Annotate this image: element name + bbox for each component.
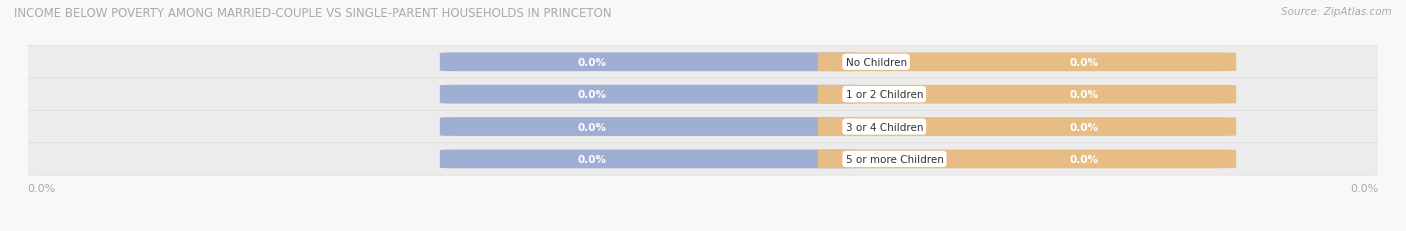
FancyBboxPatch shape xyxy=(440,118,858,136)
Text: 0.0%: 0.0% xyxy=(578,122,607,132)
Text: No Children: No Children xyxy=(845,58,907,67)
Text: 0.0%: 0.0% xyxy=(1069,122,1098,132)
FancyBboxPatch shape xyxy=(818,53,1236,72)
Text: 0.0%: 0.0% xyxy=(578,58,607,67)
FancyBboxPatch shape xyxy=(440,53,858,72)
Text: 3 or 4 Children: 3 or 4 Children xyxy=(845,122,922,132)
FancyBboxPatch shape xyxy=(14,111,1392,143)
Text: Source: ZipAtlas.com: Source: ZipAtlas.com xyxy=(1281,7,1392,17)
Text: 0.0%: 0.0% xyxy=(1069,58,1098,67)
FancyBboxPatch shape xyxy=(440,150,858,169)
Text: 0.0%: 0.0% xyxy=(578,154,607,164)
Text: 1 or 2 Children: 1 or 2 Children xyxy=(845,90,922,100)
Text: 0.0%: 0.0% xyxy=(578,90,607,100)
FancyBboxPatch shape xyxy=(14,143,1392,175)
FancyBboxPatch shape xyxy=(818,150,1236,169)
Text: 0.0%: 0.0% xyxy=(1069,154,1098,164)
Text: 5 or more Children: 5 or more Children xyxy=(845,154,943,164)
FancyBboxPatch shape xyxy=(14,46,1392,79)
FancyBboxPatch shape xyxy=(818,118,1236,136)
FancyBboxPatch shape xyxy=(440,85,858,104)
Text: 0.0%: 0.0% xyxy=(1069,90,1098,100)
Text: INCOME BELOW POVERTY AMONG MARRIED-COUPLE VS SINGLE-PARENT HOUSEHOLDS IN PRINCET: INCOME BELOW POVERTY AMONG MARRIED-COUPL… xyxy=(14,7,612,20)
FancyBboxPatch shape xyxy=(14,79,1392,111)
FancyBboxPatch shape xyxy=(818,85,1236,104)
